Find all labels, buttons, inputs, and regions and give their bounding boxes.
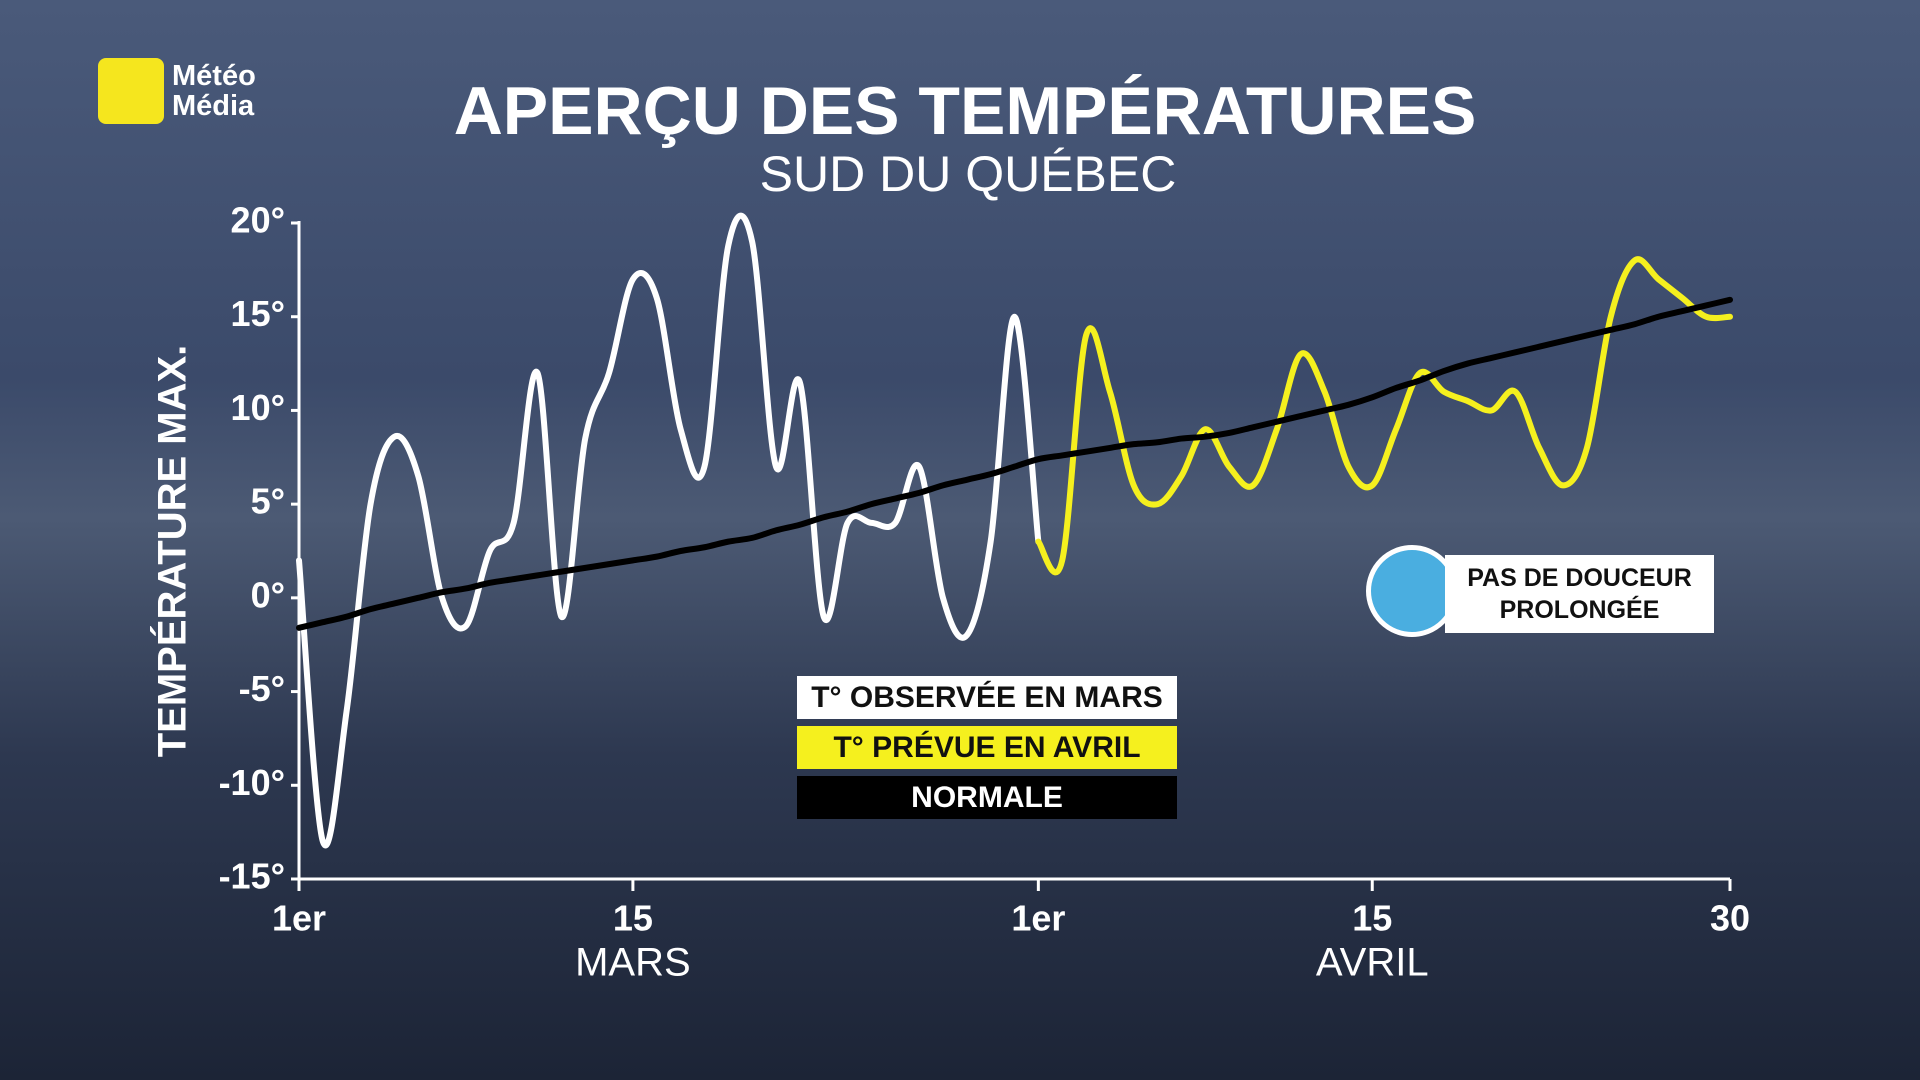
x-tick-label: 1er bbox=[272, 898, 326, 939]
series-line bbox=[1035, 256, 1733, 576]
x-tick-label: 1er bbox=[1011, 898, 1065, 939]
y-tick-label: 5° bbox=[251, 481, 285, 522]
y-tick-label: 20° bbox=[231, 200, 285, 241]
annotation: PAS DE DOUCEUR PROLONGÉE bbox=[1445, 555, 1714, 633]
x-group-label: MARS bbox=[575, 941, 691, 985]
legend: T° OBSERVÉE EN MARS T° PRÉVUE EN AVRIL NOR… bbox=[797, 676, 1177, 826]
y-tick-label: -10° bbox=[219, 762, 285, 803]
y-tick-label: 0° bbox=[251, 574, 285, 615]
logo-icon bbox=[98, 58, 164, 124]
x-tick-label: 15 bbox=[1352, 898, 1392, 939]
legend-entry: T° PRÉVUE EN AVRIL bbox=[797, 726, 1177, 769]
y-tick-label: 10° bbox=[231, 387, 285, 428]
x-group-label: AVRIL bbox=[1316, 941, 1429, 985]
series-line bbox=[296, 212, 1042, 849]
y-axis-label: TEMPÉRATURE MAX. bbox=[150, 345, 195, 758]
y-tick-label: -15° bbox=[219, 856, 285, 897]
logo-text: Météo Média bbox=[172, 60, 256, 122]
series-line bbox=[296, 296, 1733, 631]
y-tick-label: -5° bbox=[239, 668, 285, 709]
legend-entry: NORMALE bbox=[797, 776, 1177, 819]
x-tick-label: 30 bbox=[1710, 898, 1750, 939]
y-tick-label: 15° bbox=[231, 293, 285, 334]
x-tick-label: 15 bbox=[613, 898, 653, 939]
logo: Météo Média bbox=[98, 58, 282, 124]
chart-subtitle: SUD DU QUÉBEC bbox=[760, 146, 1177, 202]
legend-entry: T° OBSERVÉE EN MARS bbox=[797, 676, 1177, 719]
chart-title: APERÇU DES TEMPÉRATURES bbox=[454, 73, 1477, 149]
